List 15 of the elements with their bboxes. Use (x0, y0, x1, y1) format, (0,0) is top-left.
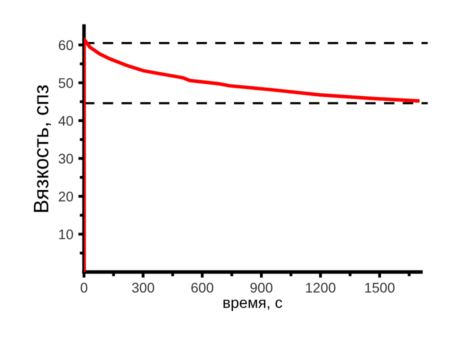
x-tick-label: 900 (250, 282, 272, 293)
x-tick-label: 600 (191, 282, 214, 293)
line-series (84, 38, 420, 272)
x-tick-label: 300 (132, 282, 154, 293)
y-tick-label: 40 (58, 116, 74, 126)
y-tick-label: 30 (58, 154, 74, 164)
y-tick-label: 60 (58, 40, 74, 50)
y-axis-title: Вязкость, спз (34, 85, 51, 212)
y-tick-label: 50 (58, 78, 74, 88)
x-axis-title: время, с (224, 300, 282, 311)
y-tick-label: 10 (59, 229, 74, 240)
y-tick-label: 20 (58, 192, 74, 202)
x-tick-label: 0 (80, 282, 88, 293)
x-tick-label: 1200 (306, 282, 336, 293)
x-tick-label: 1500 (365, 282, 395, 293)
